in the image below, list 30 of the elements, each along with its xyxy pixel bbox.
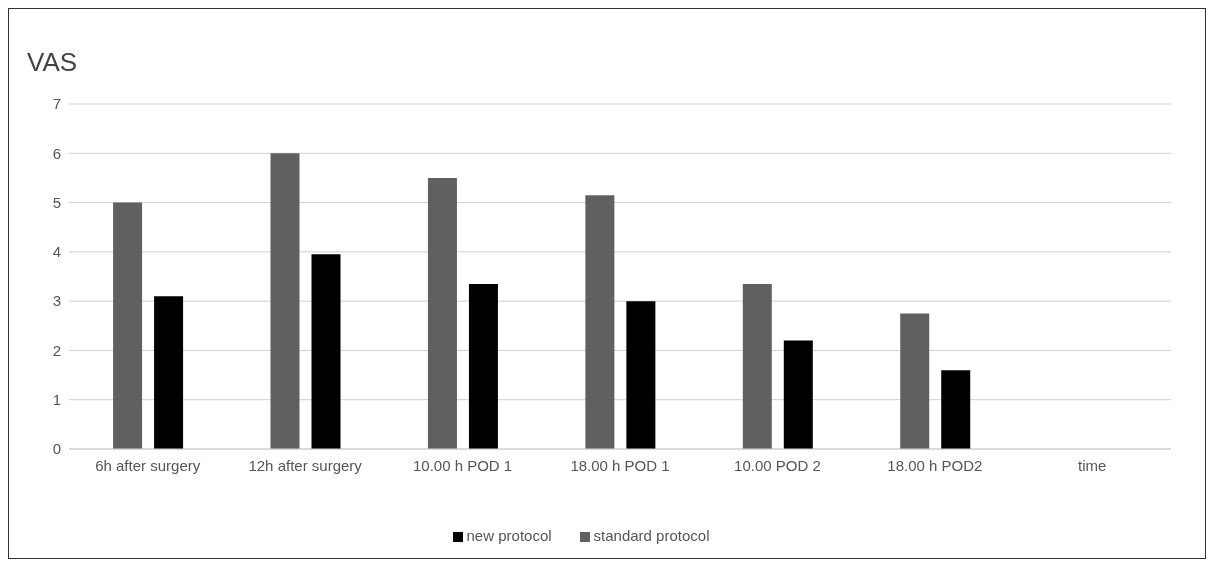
y-tick-label: 0 — [52, 440, 61, 458]
bar — [626, 301, 656, 449]
y-tick-label: 6 — [52, 144, 61, 162]
x-tick-label: 6h after surgery — [95, 457, 201, 474]
y-tick-label: 5 — [52, 193, 61, 211]
bar — [900, 313, 930, 449]
bar — [311, 254, 341, 449]
x-tick-label: 10.00 POD 2 — [734, 457, 821, 474]
bar — [783, 340, 813, 449]
bar — [742, 283, 772, 449]
bar — [585, 195, 615, 449]
x-tick-label: 18.00 h POD 1 — [570, 457, 670, 474]
legend-label: new protocol — [466, 527, 552, 544]
chart-title: VAS — [27, 47, 78, 78]
bar — [154, 296, 184, 449]
y-tick-label: 2 — [52, 341, 61, 359]
bar — [270, 153, 300, 449]
x-tick-label: 12h after surgery — [248, 457, 363, 474]
x-tick-label: 18.00 h POD2 — [887, 457, 983, 474]
bar — [468, 283, 498, 449]
bar — [427, 177, 457, 449]
legend-label: standard protocol — [593, 527, 710, 544]
y-tick-label: 4 — [52, 243, 61, 261]
bar — [113, 202, 143, 449]
y-tick-label: 3 — [52, 292, 61, 310]
x-tick-label: time — [1078, 457, 1107, 474]
x-tick-label: 10.00 h POD 1 — [412, 457, 513, 474]
y-tick-label: 1 — [52, 391, 61, 409]
bar — [941, 370, 971, 449]
y-tick-label: 7 — [52, 95, 61, 113]
